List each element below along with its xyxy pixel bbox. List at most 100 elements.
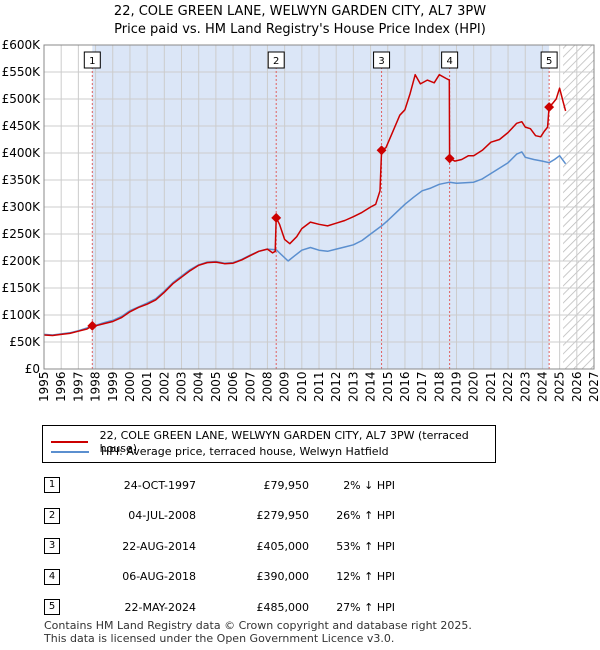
x-tick-label: 2015 xyxy=(381,371,395,402)
sale-marker-label: 4 xyxy=(446,56,452,67)
y-tick-label: £350K xyxy=(2,173,42,187)
sale-date: 22-MAY-2024 xyxy=(124,600,196,614)
x-tick-label: 2003 xyxy=(175,371,189,402)
x-tick-label: 2005 xyxy=(209,371,223,402)
y-tick-label: £50K xyxy=(9,335,41,349)
y-tick-label: £600K xyxy=(2,38,42,52)
legend-item-hpi: HPI: Average price, terraced house, Welw… xyxy=(51,445,389,458)
sale-marker-box xyxy=(83,51,101,69)
sale-hpi-diff: 53% ↑ HPI xyxy=(336,539,395,553)
plot-frame xyxy=(43,44,595,370)
sale-marker-box xyxy=(267,51,285,69)
table-row: 5 22-MAY-2024 £485,000 27% ↑ HPI xyxy=(40,592,395,623)
x-tick-label: 1996 xyxy=(54,371,68,402)
table-row: 2 04-JUL-2008 £279,950 26% ↑ HPI xyxy=(40,501,395,532)
x-tick-label: 2011 xyxy=(312,371,326,402)
sale-point xyxy=(376,145,387,156)
legend-label-property: 22, COLE GREEN LANE, WELWYN GARDEN CITY,… xyxy=(99,429,469,455)
footer: Contains HM Land Registry data © Crown c… xyxy=(44,619,472,645)
sale-badge: 5 xyxy=(44,599,60,616)
sale-marker-box xyxy=(540,51,558,69)
x-tick-label: 2016 xyxy=(398,371,412,402)
sale-marker-label: 1 xyxy=(89,56,95,67)
price-chart: £0 £50K £100K £150K £200K £250K £300K £350K £400… xyxy=(2,38,600,402)
sale-marker-box xyxy=(373,51,391,69)
y-tick-label: £150K xyxy=(2,281,42,295)
x-tick-label: 2017 xyxy=(415,371,429,402)
sale-point xyxy=(544,102,555,113)
y-tick-label: £400K xyxy=(2,146,42,160)
sale-marker-label: 2 xyxy=(273,56,279,67)
legend: 22, COLE GREEN LANE, WELWYN GARDEN CITY,… xyxy=(42,425,496,463)
x-tick-label: 2008 xyxy=(260,371,274,402)
y-tick-label: £250K xyxy=(2,227,42,241)
sale-price: £79,950 xyxy=(263,478,310,492)
x-tick-label: 2027 xyxy=(587,371,600,402)
sale-marker-label: 3 xyxy=(378,56,384,67)
x-tick-label: 2023 xyxy=(518,371,532,402)
y-tick-label: £500K xyxy=(2,92,42,106)
chart-subtitle: Price paid vs. HM Land Registry's House … xyxy=(114,22,486,37)
x-tick-label: 2019 xyxy=(450,371,464,402)
sale-badge: 1 xyxy=(44,477,60,494)
sale-date: 22-AUG-2014 xyxy=(122,539,196,553)
x-tick-label: 2024 xyxy=(535,371,549,402)
sale-marker-label: 5 xyxy=(546,56,552,67)
sales-table: 1 24-OCT-1997 £79,950 2% ↓ HPI 2 04-JUL-… xyxy=(40,470,395,623)
x-tick-label: 2002 xyxy=(157,371,171,402)
x-tick-label: 2009 xyxy=(278,371,292,402)
x-tick-label: 2018 xyxy=(432,371,446,402)
x-tick-label: 2010 xyxy=(295,371,309,402)
legend-swatch-hpi xyxy=(51,450,89,453)
x-tick-label: 1995 xyxy=(37,371,51,402)
chart-title: 22, COLE GREEN LANE, WELWYN GARDEN CITY,… xyxy=(113,4,487,19)
y-tick-label: £200K xyxy=(2,254,42,268)
legend-label-hpi: HPI: Average price, terraced house, Welw… xyxy=(101,445,389,458)
x-tick-label: 1997 xyxy=(71,371,85,402)
x-tick-label: 2006 xyxy=(226,371,240,402)
x-tick-label: 2012 xyxy=(329,371,343,402)
sale-hpi-diff: 27% ↑ HPI xyxy=(336,600,395,614)
sale-date: 04-JUL-2008 xyxy=(128,509,196,523)
sale-point xyxy=(444,153,455,164)
sale-marker-box xyxy=(441,51,459,69)
y-tick-label: £450K xyxy=(2,119,42,133)
sale-badge: 3 xyxy=(44,538,60,555)
sale-price: £485,000 xyxy=(256,600,310,614)
sale-point xyxy=(271,212,282,223)
x-tick-label: 2007 xyxy=(243,371,257,402)
sale-badge: 4 xyxy=(44,568,60,585)
legend-item-property: 22, COLE GREEN LANE, WELWYN GARDEN CITY,… xyxy=(51,429,495,455)
x-tick-label: 2014 xyxy=(364,371,378,402)
sale-price: £405,000 xyxy=(256,539,310,553)
footer-licence: This data is licensed under the Open Gov… xyxy=(44,632,395,645)
y-tick-label: £550K xyxy=(2,65,42,79)
x-tick-label: 2004 xyxy=(192,371,206,402)
sale-date: 06-AUG-2018 xyxy=(122,570,196,584)
sale-price: £279,950 xyxy=(256,509,310,523)
y-tick-label: £300K xyxy=(2,200,42,214)
sale-hpi-diff: 12% ↑ HPI xyxy=(336,570,395,584)
sale-hpi-diff: 26% ↑ HPI xyxy=(336,509,395,523)
x-tick-label: 2013 xyxy=(346,371,360,402)
x-tick-label: 2026 xyxy=(570,371,584,402)
x-tick-label: 2021 xyxy=(484,371,498,402)
x-tick-label: 2020 xyxy=(467,371,481,402)
property-price-line xyxy=(43,73,567,337)
footer-copyright: Contains HM Land Registry data © Crown c… xyxy=(44,619,472,632)
x-tick-label: 2025 xyxy=(553,371,567,402)
legend-swatch-property xyxy=(51,441,88,443)
table-row: 4 06-AUG-2018 £390,000 12% ↑ HPI xyxy=(40,562,395,593)
sale-price: £390,000 xyxy=(256,570,310,584)
sale-badge: 2 xyxy=(44,507,60,524)
x-tick-label: 2001 xyxy=(140,371,154,402)
hpi-line xyxy=(43,151,567,336)
y-tick-label: £100K xyxy=(2,308,42,322)
sale-hpi-diff: 2% ↓ HPI xyxy=(343,478,395,492)
x-tick-label: 2000 xyxy=(123,371,137,402)
sale-date: 24-OCT-1997 xyxy=(123,478,196,492)
table-row: 3 22-AUG-2014 £405,000 53% ↑ HPI xyxy=(40,531,395,562)
x-tick-label: 1998 xyxy=(89,371,103,402)
x-tick-label: 1999 xyxy=(106,371,120,402)
